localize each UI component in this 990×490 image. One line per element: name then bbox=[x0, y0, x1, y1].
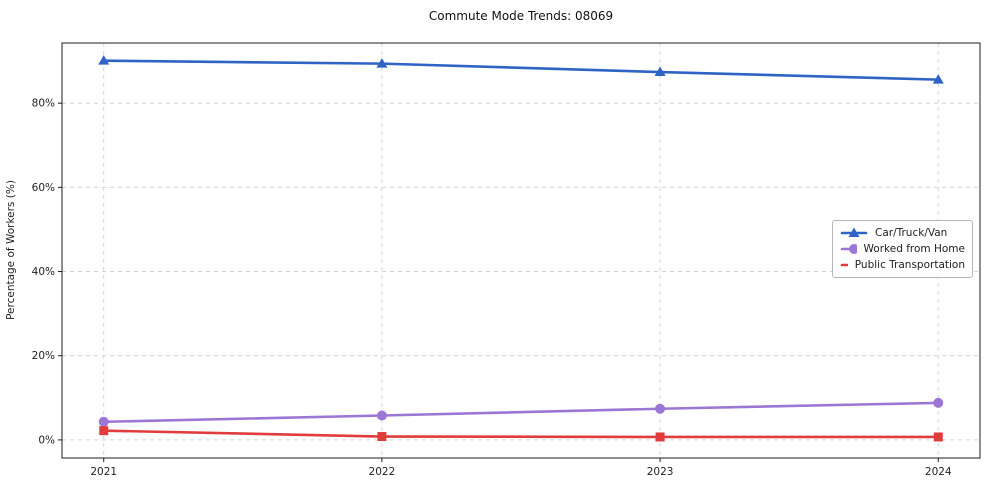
y-tick-label-60: 60% bbox=[32, 182, 55, 194]
plot-border bbox=[61, 42, 981, 459]
marker-worked-from-home-2022 bbox=[376, 410, 387, 421]
legend-sample-marker bbox=[848, 227, 860, 237]
y-tick-label-0: 0% bbox=[38, 434, 55, 446]
marker-car-truck-van-2024 bbox=[932, 74, 944, 84]
x-tick-label-2023: 2023 bbox=[647, 466, 674, 478]
y-tick-label-40: 40% bbox=[32, 266, 55, 278]
series-line-worked-from-home bbox=[102, 401, 940, 424]
series-line-car-truck-van bbox=[102, 59, 940, 81]
marker-worked-from-home-2021 bbox=[98, 416, 109, 427]
legend-label: Car/Truck/Van bbox=[875, 227, 948, 239]
x-tick-label-2022: 2022 bbox=[369, 466, 396, 478]
marker-public-transportation-2024 bbox=[933, 432, 943, 442]
legend-sample-marker bbox=[849, 244, 857, 254]
legend: Car/Truck/Van Worked from Home Public Tr… bbox=[832, 220, 973, 278]
marker-public-transportation-2021 bbox=[99, 426, 109, 436]
legend-item-car-truck-van: Car/Truck/Van bbox=[840, 227, 965, 239]
marker-public-transportation-2022 bbox=[377, 432, 387, 442]
y-tick-label-80: 80% bbox=[32, 98, 55, 110]
y-axis-label: Percentage of Workers (%) bbox=[5, 180, 17, 320]
legend-sample-square-icon bbox=[840, 263, 848, 267]
marker-worked-from-home-2024 bbox=[933, 397, 944, 408]
legend-item-public-transportation: Public Transportation bbox=[840, 259, 965, 271]
legend-item-worked-from-home: Worked from Home bbox=[840, 243, 965, 255]
x-tick-label-2021: 2021 bbox=[90, 466, 117, 478]
marker-car-truck-van-2023 bbox=[654, 66, 666, 77]
legend-sample-triangle-icon bbox=[840, 227, 868, 237]
series-line-public-transportation bbox=[102, 429, 940, 439]
marker-car-truck-van-2022 bbox=[376, 58, 388, 68]
legend-sample-circle-icon bbox=[840, 244, 857, 254]
y-tick-label-20: 20% bbox=[32, 350, 55, 362]
chart-title: Commute Mode Trends: 08069 bbox=[428, 9, 614, 23]
marker-worked-from-home-2023 bbox=[655, 403, 666, 414]
legend-label: Worked from Home bbox=[863, 243, 965, 255]
marker-public-transportation-2023 bbox=[655, 432, 665, 442]
x-tick-label-2024: 2024 bbox=[925, 466, 952, 478]
marker-car-truck-van-2021 bbox=[98, 55, 110, 65]
legend-label: Public Transportation bbox=[854, 259, 965, 271]
